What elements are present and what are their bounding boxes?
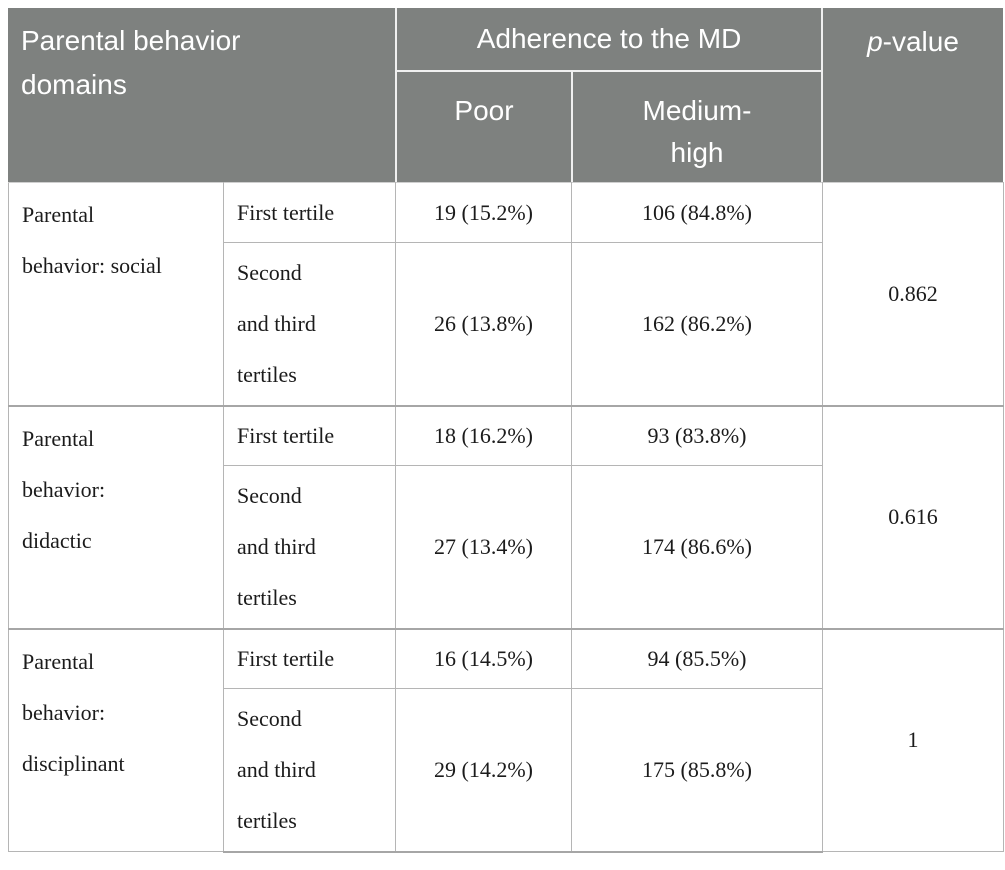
table-row: Second and third tertiles 27 (13.4%) 174…: [9, 465, 1004, 629]
domain-social-line2: behavior: social: [22, 253, 162, 278]
domain-disciplinant-line2: behavior:: [22, 699, 106, 725]
poor-value-cell: 18 (16.2%): [395, 404, 572, 466]
tertile-line1: Second: [237, 483, 302, 509]
tertile-line2: and third: [237, 534, 316, 560]
domain-disciplinant-line1: Parental: [22, 648, 95, 674]
table-row: Parental behavior: disciplinant First te…: [8, 627, 1004, 852]
tertile-line1: Second: [237, 260, 302, 286]
medium-high-value-cell: 106 (84.8%): [571, 182, 823, 243]
tertile-line2: and third: [237, 311, 316, 337]
table-row: Parental behavior: social First tertile …: [8, 182, 1004, 406]
table-row: Parental behavior: didactic First tertil…: [8, 404, 1004, 629]
tertile-cell: First tertile: [223, 404, 396, 466]
header-p-italic: p: [867, 26, 883, 57]
domain-didactic-line2: behavior:: [22, 476, 106, 502]
domain-cell-didactic: Parental behavior: didactic: [8, 404, 224, 629]
medium-high-value-cell: 162 (86.2%): [571, 242, 823, 406]
domain-cell-disciplinant: Parental behavior: disciplinant: [8, 627, 224, 852]
poor-value-cell: 27 (13.4%): [395, 465, 572, 629]
tertile-line3: tertiles: [237, 362, 297, 388]
statistics-table: Parental behavior domains Adherence to t…: [8, 8, 1004, 853]
domain-didactic-line3: didactic: [22, 527, 92, 553]
header-cell-parental-behavior-domains: Parental behavior domains: [8, 8, 395, 182]
tertile-cell: Second and third tertiles: [223, 465, 396, 629]
medium-high-value-cell: 93 (83.8%): [571, 404, 823, 466]
table-body: Parental behavior: social First tertile …: [8, 182, 1004, 853]
header-cell-p-value: p-value: [823, 8, 1003, 182]
tertile-line1: Second: [237, 706, 302, 732]
p-value-cell-social: 0.862: [822, 182, 1004, 406]
tertile-line2: and third: [237, 757, 316, 783]
tertile-cell: Second and third tertiles: [223, 242, 396, 406]
table-row: Second and third tertiles 26 (13.8%) 162…: [9, 242, 1004, 406]
medium-high-value-cell: 175 (85.8%): [571, 688, 823, 853]
poor-value-cell: 29 (14.2%): [395, 688, 572, 853]
poor-value-cell: 19 (15.2%): [395, 182, 572, 243]
tertile-cell: Second and third tertiles: [223, 688, 396, 853]
poor-value-cell: 26 (13.8%): [395, 242, 572, 406]
header-p-rest: -value: [882, 26, 959, 57]
medium-high-value-cell: 94 (85.5%): [571, 627, 823, 689]
header-cell-medium-high: Medium- high: [573, 72, 821, 182]
header-poor-label: Poor: [454, 95, 514, 126]
header-adherence-label: Adherence to the MD: [476, 23, 742, 54]
header-medium-high-line2: high: [670, 137, 724, 168]
header-cell-adherence-to-md: Adherence to the MD: [397, 8, 821, 70]
p-value-cell-didactic: 0.616: [822, 404, 1004, 629]
tertile-cell: First tertile: [223, 627, 396, 689]
header-medium-high-line1: Medium-: [642, 95, 752, 126]
tertile-line3: tertiles: [237, 808, 297, 834]
tertile-line3: tertiles: [237, 585, 297, 611]
header-domains-line2: domains: [21, 69, 127, 100]
poor-value-cell: 16 (14.5%): [395, 627, 572, 689]
table-row: Second and third tertiles 29 (14.2%) 175…: [9, 688, 1004, 853]
domain-didactic-line1: Parental: [22, 425, 95, 451]
table-header: Parental behavior domains Adherence to t…: [8, 8, 1003, 182]
domain-social-line1: Parental: [22, 202, 95, 227]
domain-disciplinant-line3: disciplinant: [22, 750, 125, 776]
header-domains-line1: Parental behavior: [21, 25, 241, 56]
header-cell-poor: Poor: [397, 72, 571, 182]
domain-cell-social: Parental behavior: social: [8, 182, 224, 406]
tertile-cell: First tertile: [223, 182, 396, 243]
p-value-cell-disciplinant: 1: [822, 627, 1004, 852]
medium-high-value-cell: 174 (86.6%): [571, 465, 823, 629]
